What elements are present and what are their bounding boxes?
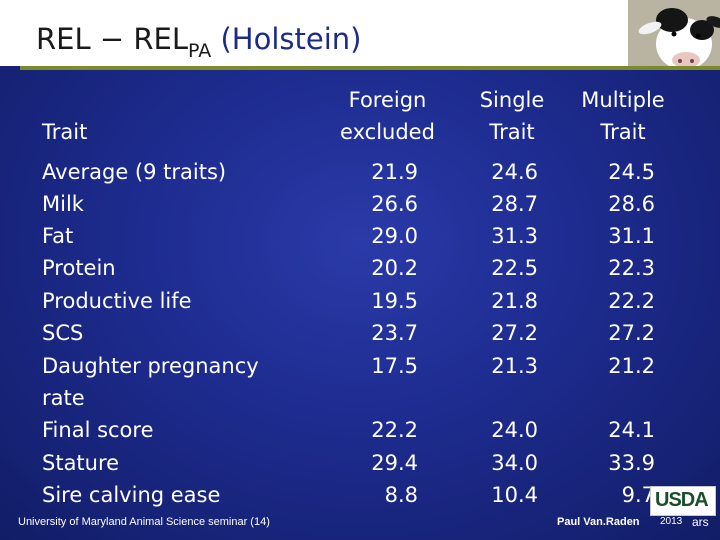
logo-org: ars bbox=[692, 515, 709, 529]
logo-year: 2013 bbox=[660, 516, 683, 527]
multiple-trait-value: 9.7 bbox=[621, 483, 655, 507]
title-paren: (Holstein) bbox=[211, 22, 362, 56]
single-trait-value: 24.0 bbox=[491, 418, 538, 442]
single-trait-value: 22.5 bbox=[491, 256, 538, 280]
footer-seminar: University of Maryland Animal Science se… bbox=[18, 516, 270, 528]
header-trait: Trait bbox=[42, 120, 88, 144]
trait-name: Stature bbox=[42, 451, 120, 475]
trait-name: Final score bbox=[42, 418, 154, 442]
header-single-trait: Single Trait bbox=[467, 84, 557, 148]
title-subscript: PA bbox=[188, 40, 212, 62]
foreign-excluded-value: 21.9 bbox=[371, 160, 418, 184]
header-multiple-line2: Trait bbox=[600, 120, 646, 144]
multiple-trait-value: 22.3 bbox=[608, 256, 655, 280]
header-multiple-trait: Multiple Trait bbox=[568, 84, 678, 148]
multiple-trait-value: 27.2 bbox=[608, 321, 655, 345]
trait-name: Milk bbox=[42, 192, 84, 216]
single-trait-value: 24.6 bbox=[491, 160, 538, 184]
trait-name: Productive life bbox=[42, 289, 192, 313]
trait-name: Fat bbox=[42, 224, 74, 248]
table-row: SCS 23.7 27.2 27.2 bbox=[0, 317, 720, 349]
single-trait-value: 21.8 bbox=[491, 289, 538, 313]
title-main: REL − REL bbox=[36, 22, 188, 56]
trait-name: Protein bbox=[42, 256, 116, 280]
header-single-line1: Single bbox=[479, 88, 545, 112]
single-trait-value: 28.7 bbox=[491, 192, 538, 216]
table-row: Daughter pregnancy 17.5 21.3 21.2 bbox=[0, 350, 720, 382]
header-foreign-line2: excluded bbox=[340, 120, 435, 144]
trait-name: Average (9 traits) bbox=[42, 160, 227, 184]
foreign-excluded-value: 26.6 bbox=[371, 192, 418, 216]
foreign-excluded-value: 20.2 bbox=[371, 256, 418, 280]
multiple-trait-value: 21.2 bbox=[608, 354, 655, 378]
header-single-line2: Trait bbox=[489, 120, 535, 144]
table-row: Final score 22.2 24.0 24.1 bbox=[0, 414, 720, 446]
multiple-trait-value: 31.1 bbox=[608, 224, 655, 248]
table-row: Fat 29.0 31.3 31.1 bbox=[0, 220, 720, 252]
single-trait-value: 27.2 bbox=[491, 321, 538, 345]
holstein-cow-icon bbox=[628, 0, 720, 66]
footer-author: Paul Van.Raden bbox=[557, 516, 640, 528]
table-row: Milk 26.6 28.7 28.6 bbox=[0, 188, 720, 220]
trait-name: rate bbox=[42, 386, 85, 410]
multiple-trait-value: 28.6 bbox=[608, 192, 655, 216]
table-row: Productive life 19.5 21.8 22.2 bbox=[0, 285, 720, 317]
table-row: Average (9 traits) 21.9 24.6 24.5 bbox=[0, 156, 720, 188]
trait-name: SCS bbox=[42, 321, 84, 345]
multiple-trait-value: 22.2 bbox=[608, 289, 655, 313]
foreign-excluded-value: 22.2 bbox=[371, 418, 418, 442]
foreign-excluded-value: 29.4 bbox=[371, 451, 418, 475]
header-multiple-line1: Multiple bbox=[581, 88, 665, 112]
header-foreign-excluded: Foreign excluded bbox=[330, 84, 445, 148]
single-trait-value: 10.4 bbox=[491, 483, 538, 507]
multiple-trait-value: 24.1 bbox=[608, 418, 655, 442]
foreign-excluded-value: 19.5 bbox=[371, 289, 418, 313]
title-rule bbox=[20, 66, 720, 70]
multiple-trait-value: 33.9 bbox=[608, 451, 655, 475]
table-row: rate bbox=[0, 382, 720, 414]
usda-logo-text: USDA bbox=[655, 489, 709, 511]
trait-name: Daughter pregnancy bbox=[42, 354, 259, 378]
foreign-excluded-value: 23.7 bbox=[371, 321, 418, 345]
trait-name: Sire calving ease bbox=[42, 483, 221, 507]
title-bar: REL − RELPA (Holstein) bbox=[0, 0, 720, 66]
single-trait-value: 31.3 bbox=[491, 224, 538, 248]
single-trait-value: 21.3 bbox=[491, 354, 538, 378]
foreign-excluded-value: 8.8 bbox=[384, 483, 418, 507]
single-trait-value: 34.0 bbox=[491, 451, 538, 475]
foreign-excluded-value: 17.5 bbox=[371, 354, 418, 378]
foreign-excluded-value: 29.0 bbox=[371, 224, 418, 248]
table-row: Sire calving ease 8.8 10.4 9.7 bbox=[0, 479, 720, 511]
multiple-trait-value: 24.5 bbox=[608, 160, 655, 184]
slide-title: REL − RELPA (Holstein) bbox=[36, 22, 362, 62]
table-row: Protein 20.2 22.5 22.3 bbox=[0, 252, 720, 284]
usda-logo-icon: USDA bbox=[650, 486, 716, 516]
table-row: Stature 29.4 34.0 33.9 bbox=[0, 447, 720, 479]
header-foreign-line1: Foreign bbox=[348, 88, 427, 112]
